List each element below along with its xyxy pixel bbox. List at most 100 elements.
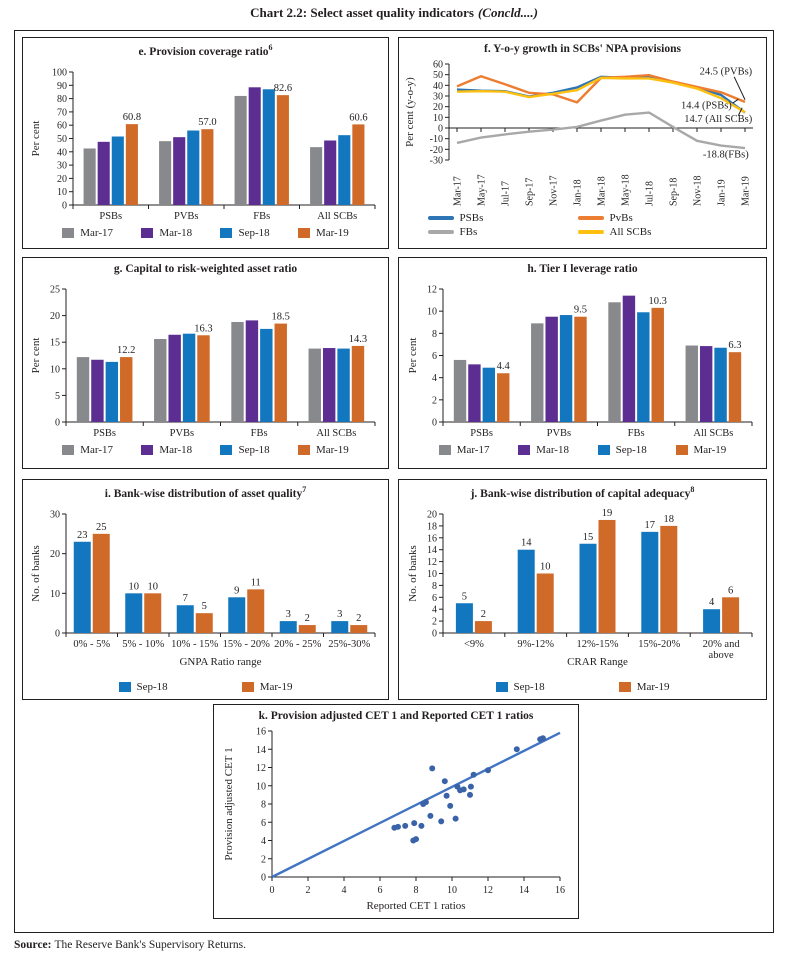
svg-text:6: 6 [432, 593, 437, 604]
chart-title-i: i. Bank-wise distribution of asset quali… [105, 485, 306, 501]
svg-text:80: 80 [57, 94, 67, 105]
svg-text:57.0: 57.0 [198, 117, 216, 128]
svg-text:6: 6 [432, 351, 437, 362]
series-Sep-18: 5 14 15 17 4 [455, 520, 720, 634]
series-Mar-18 [97, 87, 336, 206]
svg-text:Per cent: Per cent [30, 338, 42, 374]
svg-text:2: 2 [261, 854, 266, 865]
legend-swatch [518, 445, 531, 456]
svg-text:0: 0 [55, 629, 60, 640]
legend-item-Mar-17: Mar-17 [62, 227, 113, 239]
legend-item-Sep-18: Sep-18 [220, 227, 270, 239]
svg-text:6: 6 [261, 818, 266, 829]
legend-label: Mar-19 [315, 227, 349, 240]
svg-text:4: 4 [708, 597, 714, 608]
legend-label: Mar-18 [159, 444, 193, 457]
svg-text:60.8: 60.8 [122, 112, 140, 123]
scatter-chart-cet1: 0 2 4 6 8 10 12 14 16 0 2 4 6 8 10 12 14 16 Reported CET 1… [223, 727, 565, 913]
legend-swatch [675, 445, 688, 456]
trend-line [271, 731, 561, 879]
svg-text:-10: -10 [429, 134, 442, 145]
legend-swatch [62, 445, 75, 456]
series-Mar-18 [467, 295, 712, 423]
svg-text:5: 5 [201, 601, 206, 612]
svg-text:4: 4 [432, 373, 437, 384]
svg-text:-20: -20 [429, 145, 442, 156]
legend-label: Sep-18 [513, 681, 545, 694]
svg-text:100: 100 [52, 68, 67, 79]
svg-text:All SCBs: All SCBs [316, 428, 356, 439]
series-Mar-19: 12.2 16.3 18.5 14.3 [117, 312, 367, 423]
svg-text:No. of banks: No. of banks [407, 545, 419, 602]
svg-text:25%-30%: 25%-30% [328, 639, 370, 650]
svg-text:9: 9 [234, 585, 239, 596]
svg-text:20: 20 [50, 549, 60, 560]
scatter-points [391, 735, 546, 844]
svg-text:0: 0 [261, 873, 266, 884]
axes: 0 10 20 30 0% - 5% 5% - 10% 10% - 15% 15% - 20%… [50, 510, 375, 650]
series-Mar-17 [83, 95, 322, 206]
svg-text:90: 90 [57, 81, 67, 92]
chart-title-e-text: e. Provision coverage ratio [138, 45, 269, 58]
chart-title-j-text: j. Bank-wise distribution of capital ade… [470, 487, 691, 500]
svg-text:14: 14 [520, 538, 531, 549]
bar-chart-gnpa-distribution: 0 10 20 30 0% - 5% 5% - 10% 10% - 15% 15% - 20%… [30, 510, 375, 668]
legend-label: Mar-18 [159, 227, 193, 240]
legend-item-Mar-18: Mar-18 [141, 444, 192, 456]
line-All SCBs [456, 76, 746, 114]
panel-crar: g. Capital to risk-weighted asset ratio … [22, 257, 389, 469]
legend-j: Sep-18 Mar-19 [495, 681, 669, 694]
legend-item-Mar-19: Mar-19 [297, 444, 349, 456]
svg-text:2: 2 [306, 885, 311, 896]
svg-text:7: 7 [182, 593, 187, 604]
svg-text:18.5: 18.5 [271, 312, 289, 323]
chart-title-h: h. Tier I leverage ratio [527, 263, 637, 276]
svg-text:0% - 5%: 0% - 5% [73, 639, 110, 650]
chart-title-f-text: f. Y-o-y growth in SCBs' NPA provisions [484, 43, 681, 55]
svg-text:0: 0 [438, 124, 443, 135]
svg-text:2: 2 [356, 613, 361, 624]
chart-title-j: j. Bank-wise distribution of capital ade… [471, 485, 695, 501]
svg-text:16.3: 16.3 [194, 324, 212, 335]
svg-text:16: 16 [427, 533, 437, 544]
svg-text:2: 2 [304, 613, 309, 624]
svg-text:0: 0 [432, 629, 437, 640]
svg-text:GNPA Ratio range: GNPA Ratio range [179, 656, 261, 668]
panel-npa-provisions-growth: f. Y-o-y growth in SCBs' NPA provisions … [398, 37, 767, 249]
legend-swatch [438, 445, 451, 456]
series-Sep-18 [482, 312, 727, 423]
svg-text:50: 50 [57, 134, 67, 145]
svg-text:20: 20 [427, 510, 437, 521]
legend-label: Mar-17 [456, 444, 490, 457]
svg-text:5: 5 [461, 591, 466, 602]
page-title-suffix: (Concld....) [477, 5, 538, 20]
svg-text:0: 0 [55, 418, 60, 429]
bar-chart-crar: 0 5 10 15 20 25 PSBs PVBs FBs All SCBs 12.2 16.3 18.… [30, 285, 375, 439]
source-label: Source: [14, 939, 52, 951]
series-Sep-18 [105, 329, 350, 423]
legend-swatch [297, 445, 310, 456]
svg-text:10: 10 [50, 589, 60, 600]
svg-text:Jan-19: Jan-19 [716, 180, 727, 207]
svg-text:May-17: May-17 [476, 175, 487, 207]
svg-text:60.6: 60.6 [349, 112, 367, 123]
legend-item-PSBs: PSBs [427, 212, 578, 224]
panel-provision-coverage-ratio: e. Provision coverage ratio6 0 10 20 30 40 50… [22, 37, 389, 249]
legend-item-Mar-17: Mar-17 [62, 444, 113, 456]
bar-chart-tier1-leverage: 0 2 4 6 8 10 12 PSBs PVBs FBs All SCBs 4.4 9.5 10.3 6.… [407, 285, 752, 439]
svg-text:May-18: May-18 [620, 175, 631, 207]
svg-text:4: 4 [261, 836, 266, 847]
chart-title-g-text: g. Capital to risk-weighted asset ratio [113, 263, 298, 275]
legend-label: Sep-18 [238, 444, 270, 457]
legend-swatch [220, 445, 233, 456]
svg-text:Provision adjusted CET 1: Provision adjusted CET 1 [223, 748, 235, 861]
svg-text:No. of banks: No. of banks [30, 545, 42, 602]
line-FBs [456, 111, 745, 150]
svg-text:14.4 (PSBs): 14.4 (PSBs) [681, 101, 732, 112]
svg-text:6: 6 [727, 585, 732, 596]
svg-text:15: 15 [50, 338, 60, 349]
svg-text:Per cent: Per cent [407, 338, 419, 374]
legend-item-Sep-18: Sep-18 [118, 681, 168, 693]
svg-text:14.3: 14.3 [348, 334, 366, 345]
